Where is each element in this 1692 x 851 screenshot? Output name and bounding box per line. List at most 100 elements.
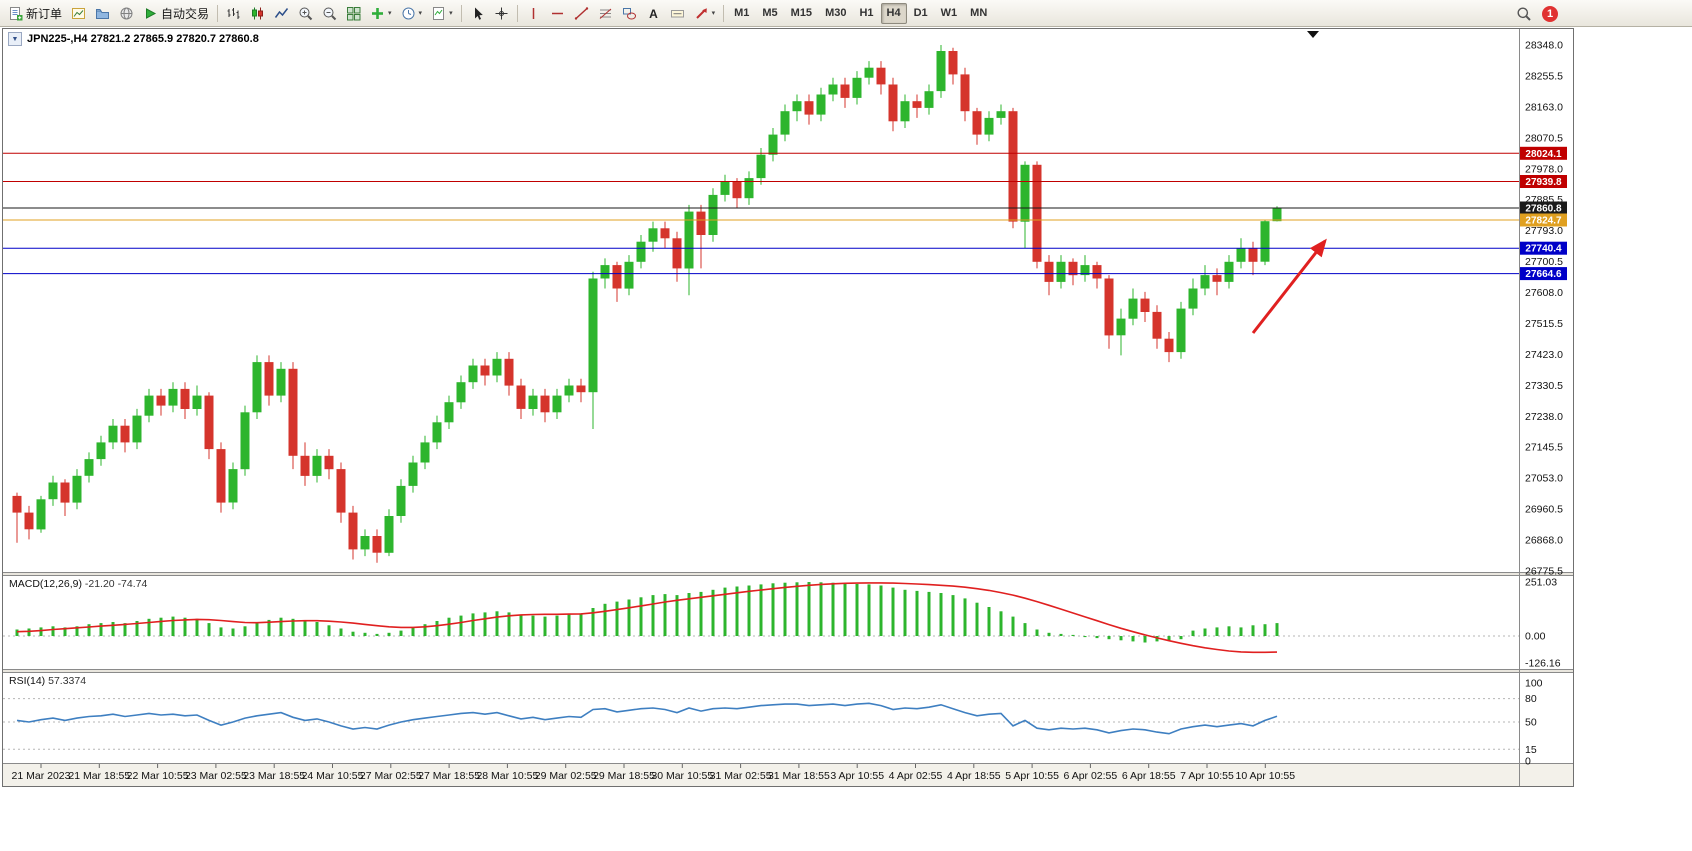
- timeframe-w1-button[interactable]: W1: [935, 3, 964, 24]
- chart-title: JPN225-,H4 27821.2 27865.9 27820.7 27860…: [27, 33, 259, 45]
- svg-text:28024.1: 28024.1: [1525, 149, 1562, 160]
- horizontal-line-tool-button[interactable]: [546, 3, 569, 24]
- svg-text:26960.5: 26960.5: [1525, 504, 1563, 516]
- chart-collapse-button[interactable]: ▼: [8, 32, 22, 46]
- new-chart-icon: [71, 6, 86, 21]
- market-watch-button[interactable]: [115, 3, 138, 24]
- svg-text:27053.0: 27053.0: [1525, 473, 1563, 485]
- svg-text:27515.5: 27515.5: [1525, 318, 1563, 330]
- template-icon: [431, 6, 446, 21]
- svg-text:6 Apr 18:55: 6 Apr 18:55: [1122, 770, 1176, 782]
- timeframe-m30-button[interactable]: M30: [819, 3, 852, 24]
- toolbar-separator: [460, 4, 462, 22]
- svg-text:3 Apr 10:55: 3 Apr 10:55: [830, 770, 884, 782]
- svg-text:27330.5: 27330.5: [1525, 380, 1563, 392]
- svg-text:27145.5: 27145.5: [1525, 442, 1563, 454]
- svg-text:23 Mar 02:55: 23 Mar 02:55: [185, 770, 247, 782]
- svg-text:27793.0: 27793.0: [1525, 225, 1563, 237]
- trendline-tool-button[interactable]: [570, 3, 593, 24]
- templates-button[interactable]: ▾: [427, 3, 457, 24]
- bar-chart-icon: [226, 6, 241, 21]
- svg-text:27238.0: 27238.0: [1525, 411, 1563, 423]
- svg-text:251.03: 251.03: [1525, 577, 1557, 589]
- svg-text:29 Mar 18:55: 29 Mar 18:55: [593, 770, 655, 782]
- arrows-tool-button[interactable]: ▾: [690, 3, 720, 24]
- svg-text:0: 0: [1525, 756, 1531, 768]
- candlestick-chart-button[interactable]: [246, 3, 269, 24]
- zoom-in-button[interactable]: [294, 3, 317, 24]
- toolbar-separator: [516, 4, 518, 22]
- price-line-box: [1520, 201, 1567, 215]
- timeframe-mn-button[interactable]: MN: [964, 3, 993, 24]
- auto-trading-button[interactable]: 自动交易: [139, 3, 213, 24]
- timeframe-h4-button[interactable]: H4: [880, 2, 907, 24]
- zoom-out-icon: [322, 6, 337, 21]
- chevron-down-icon: ▾: [449, 9, 453, 17]
- rsi-name: RSI(14): [9, 675, 46, 687]
- svg-text:27824.7: 27824.7: [1525, 216, 1562, 227]
- svg-text:28 Mar 10:55: 28 Mar 10:55: [476, 770, 538, 782]
- svg-text:21 Mar 18:55: 21 Mar 18:55: [68, 770, 130, 782]
- svg-text:27 Mar 02:55: 27 Mar 02:55: [360, 770, 422, 782]
- text-label-tool-button[interactable]: [666, 3, 689, 24]
- search-button[interactable]: [1512, 3, 1536, 24]
- svg-text:27608.0: 27608.0: [1525, 287, 1563, 299]
- new-order-button[interactable]: 新订单: [4, 3, 66, 24]
- timeframe-m5-button[interactable]: M5: [756, 3, 783, 24]
- zoom-out-button[interactable]: [318, 3, 341, 24]
- tile-windows-icon: [346, 6, 361, 21]
- panel-splitters: [3, 572, 1573, 673]
- new-order-label: 新订单: [26, 6, 63, 21]
- candlestick-icon: [250, 6, 265, 21]
- bar-chart-button[interactable]: [222, 3, 245, 24]
- fibonacci-tool-button[interactable]: [594, 3, 617, 24]
- timeframe-m1-button[interactable]: M1: [728, 3, 755, 24]
- svg-text:80: 80: [1525, 693, 1537, 705]
- svg-text:27978.0: 27978.0: [1525, 163, 1563, 175]
- svg-text:27860.8: 27860.8: [1525, 204, 1562, 215]
- macd-values: -21.20 -74.74: [84, 578, 148, 590]
- shapes-tool-button[interactable]: [618, 3, 641, 24]
- svg-text:27 Mar 18:55: 27 Mar 18:55: [418, 770, 480, 782]
- trendline-icon: [574, 6, 589, 21]
- toolbar-right-group: 1: [1512, 0, 1558, 27]
- toolbar-separator: [217, 4, 219, 22]
- svg-text:4 Apr 02:55: 4 Apr 02:55: [889, 770, 943, 782]
- svg-text:31 Mar 02:55: 31 Mar 02:55: [710, 770, 772, 782]
- notification-badge[interactable]: 1: [1542, 5, 1558, 22]
- crosshair-button[interactable]: [490, 3, 513, 24]
- svg-text:0.00: 0.00: [1525, 631, 1546, 643]
- svg-text:29 Mar 02:55: 29 Mar 02:55: [535, 770, 597, 782]
- chevron-down-icon: ▾: [388, 9, 392, 17]
- chevron-down-icon: ▾: [711, 9, 716, 17]
- periods-button[interactable]: ▾: [397, 3, 427, 24]
- auto-trading-label: 自动交易: [161, 6, 210, 21]
- play-icon: [143, 6, 158, 21]
- tile-windows-button[interactable]: [342, 3, 365, 24]
- profiles-button[interactable]: [91, 3, 114, 24]
- svg-text:28255.5: 28255.5: [1525, 70, 1563, 82]
- new-chart-button[interactable]: [67, 3, 90, 24]
- timeframe-h1-button[interactable]: H1: [853, 3, 879, 24]
- chart-header: ▼ JPN225-,H4 27821.2 27865.9 27820.7 278…: [8, 32, 259, 46]
- indicators-button[interactable]: ▾: [366, 3, 396, 24]
- annotations: [1251, 31, 1327, 334]
- vertical-line-tool-button[interactable]: [522, 3, 545, 24]
- svg-text:27423.0: 27423.0: [1525, 349, 1563, 361]
- macd-panel: [3, 582, 1519, 654]
- text-tool-button[interactable]: A: [642, 3, 665, 24]
- cursor-arrow-icon: [470, 6, 485, 21]
- line-chart-button[interactable]: [270, 3, 293, 24]
- svg-text:15: 15: [1525, 744, 1537, 756]
- timeframe-m15-button[interactable]: M15: [785, 3, 818, 24]
- svg-text:5 Apr 10:55: 5 Apr 10:55: [1005, 770, 1059, 782]
- text-icon: A: [646, 6, 661, 21]
- svg-text:6 Apr 02:55: 6 Apr 02:55: [1064, 770, 1118, 782]
- svg-text:28163.0: 28163.0: [1525, 101, 1563, 113]
- cursor-button[interactable]: [466, 3, 489, 24]
- search-icon: [1516, 6, 1532, 22]
- svg-text:A: A: [649, 7, 658, 21]
- svg-text:23 Mar 18:55: 23 Mar 18:55: [243, 770, 305, 782]
- timeframe-d1-button[interactable]: D1: [908, 3, 934, 24]
